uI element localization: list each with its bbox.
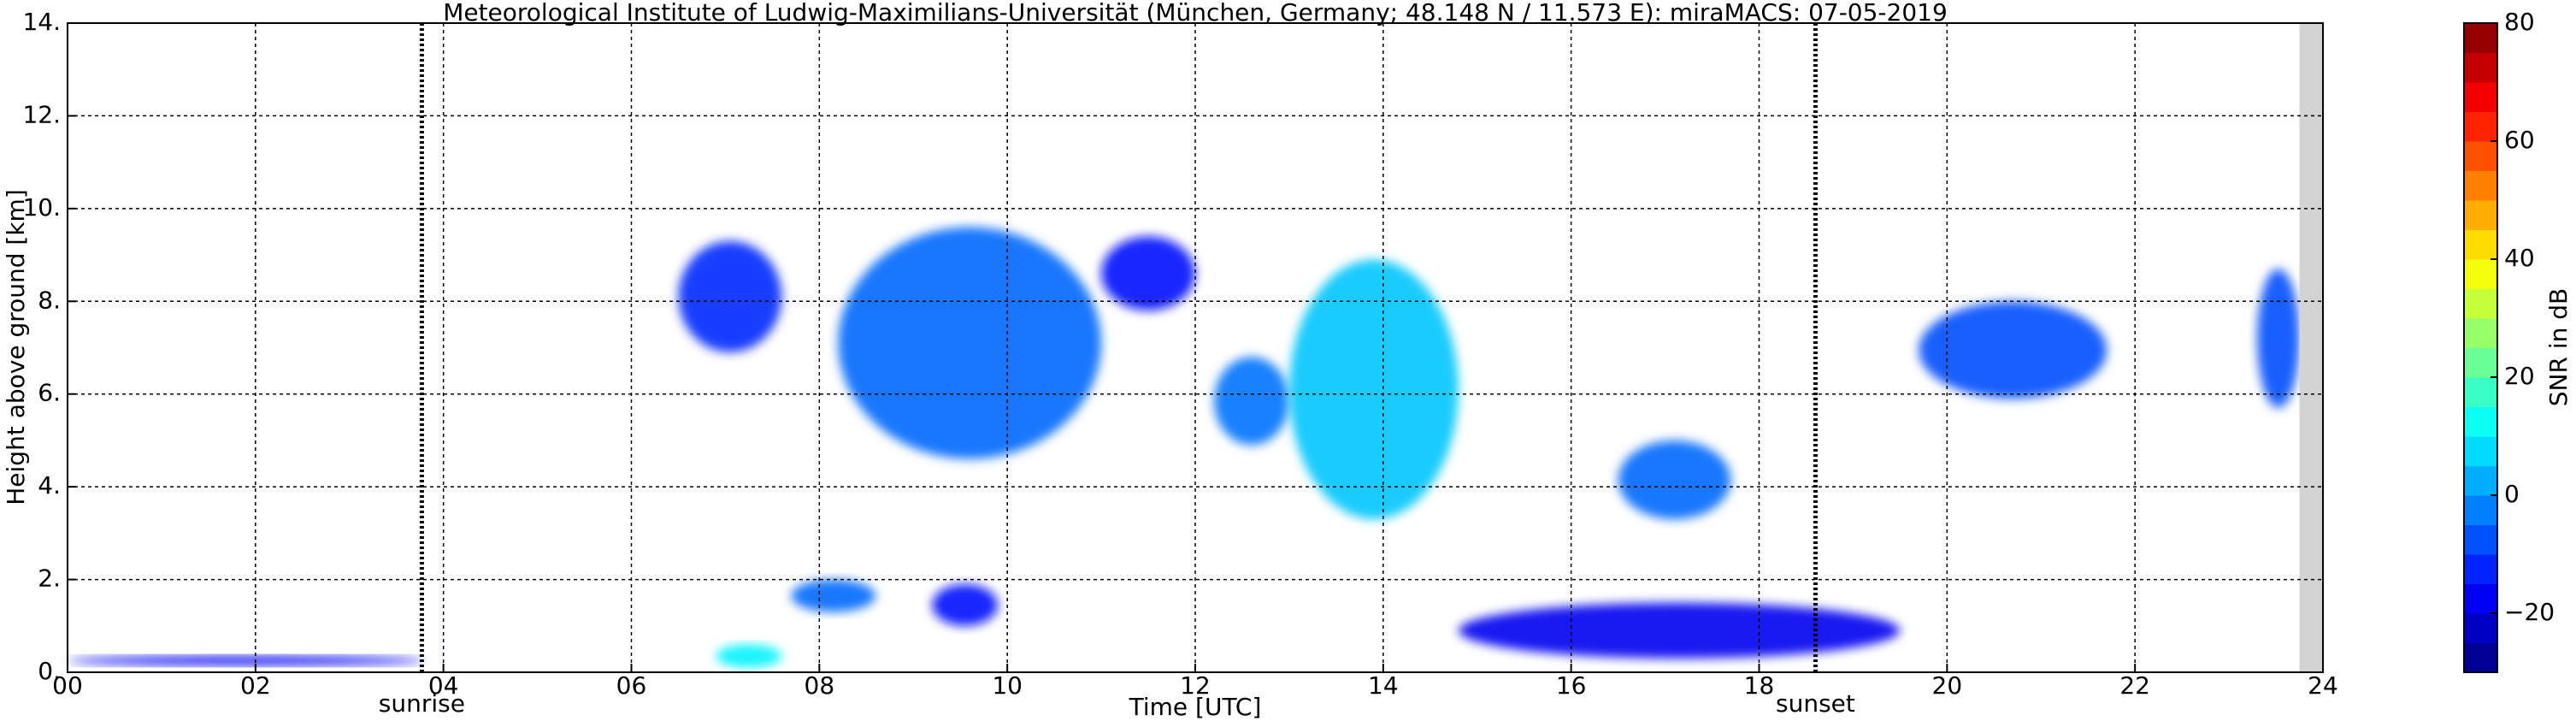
colorbar-band xyxy=(2464,318,2497,348)
x-tick-label: 22 xyxy=(2119,671,2150,700)
colorbar-band xyxy=(2464,583,2497,614)
colorbar-band xyxy=(2464,465,2497,496)
no-data-band xyxy=(2299,23,2323,672)
echo xyxy=(1618,440,1731,520)
plot-frame xyxy=(67,22,2324,673)
colorbar-band xyxy=(2464,554,2497,584)
x-tick-label: 06 xyxy=(616,671,647,700)
colorbar-band xyxy=(2464,111,2497,142)
x-tick-label: 00 xyxy=(52,671,83,700)
colorbar-tick-label: 60 xyxy=(2504,126,2535,154)
echo xyxy=(791,579,876,612)
echo xyxy=(1288,259,1459,520)
echo xyxy=(716,644,782,668)
x-tick-label: 12 xyxy=(1180,671,1211,700)
y-axis-label: Height above ground [km] xyxy=(2,189,30,505)
x-tick-label: 04 xyxy=(428,671,459,700)
y-tick-label: 14. xyxy=(22,8,61,36)
colorbar-band xyxy=(2464,52,2497,83)
echo xyxy=(1101,236,1195,311)
colorbar-band xyxy=(2464,524,2497,555)
echo xyxy=(1458,602,1901,659)
colorbar-band xyxy=(2464,288,2497,319)
colorbar-band xyxy=(2464,436,2497,466)
echo xyxy=(68,656,425,665)
sun-event-label: sunset xyxy=(1776,689,1855,718)
x-tick-label: 18 xyxy=(1744,671,1775,700)
x-tick-label: 14 xyxy=(1368,671,1399,700)
x-tick-label: 20 xyxy=(1932,671,1963,700)
x-tick-label: 08 xyxy=(805,671,835,700)
echo xyxy=(838,227,1102,459)
colorbar-tick-label: 20 xyxy=(2504,362,2535,390)
colorbar-band xyxy=(2464,406,2497,437)
colorbar-band xyxy=(2464,23,2497,53)
y-tick-label: 2. xyxy=(38,564,61,593)
y-tick-label: 0. xyxy=(38,657,61,685)
colorbar-band xyxy=(2464,613,2497,643)
colorbar-band xyxy=(2464,82,2497,112)
colorbar-tick-label: 40 xyxy=(2504,244,2535,272)
y-tick-label: 4. xyxy=(38,471,61,499)
colorbar-band xyxy=(2464,141,2497,171)
x-tick-label: 10 xyxy=(992,671,1023,700)
colorbar-band xyxy=(2464,259,2497,289)
echo xyxy=(1213,357,1289,446)
y-tick-label: 12. xyxy=(22,100,61,128)
y-tick-label: 10. xyxy=(22,193,61,222)
colorbar-tick-label: 0 xyxy=(2504,480,2520,508)
colorbar-band xyxy=(2464,495,2497,525)
x-tick-label: 02 xyxy=(240,671,271,700)
echo xyxy=(2257,269,2300,408)
echo xyxy=(1919,301,2107,399)
colorbar-band xyxy=(2464,642,2497,673)
y-tick-label: 8. xyxy=(38,286,61,314)
x-axis-label: Time [UTC] xyxy=(1129,693,1262,721)
colorbar-tick-label: −20 xyxy=(2504,598,2555,626)
x-tick-label: 16 xyxy=(1556,671,1587,700)
colorbar-band xyxy=(2464,377,2497,407)
colorbar-band xyxy=(2464,229,2497,260)
y-tick-label: 6. xyxy=(38,379,61,407)
colorbar-label: SNR in dB xyxy=(2544,288,2573,406)
colorbar-band xyxy=(2464,200,2497,230)
sun-event-label: sunrise xyxy=(379,689,465,718)
colorbar-frame xyxy=(2463,22,2498,673)
colorbar-band xyxy=(2464,347,2497,378)
x-tick-label: 24 xyxy=(2308,671,2338,700)
colorbar-band xyxy=(2464,170,2497,201)
echo xyxy=(932,583,999,626)
chart-title: Meteorological Institute of Ludwig-Maxim… xyxy=(443,0,1948,27)
colorbar-tick-label: 80 xyxy=(2504,8,2535,36)
echo xyxy=(678,240,782,352)
